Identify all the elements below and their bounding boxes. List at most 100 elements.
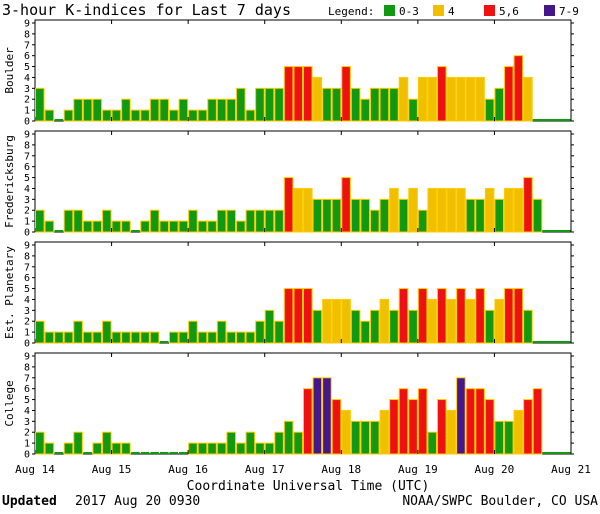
bar	[322, 198, 332, 233]
y-tick-label: 6	[24, 384, 30, 395]
bar	[197, 442, 208, 455]
bar	[216, 320, 227, 344]
bar	[322, 87, 332, 122]
legend-entry-1: 4	[448, 5, 455, 18]
y-tick-label: 3	[24, 195, 30, 206]
bar	[437, 187, 447, 233]
bar	[312, 309, 323, 344]
bar	[274, 209, 284, 233]
y-tick-label: 5	[24, 284, 30, 295]
bar	[379, 198, 390, 233]
bar	[159, 341, 169, 343]
bar	[494, 420, 504, 455]
bar	[484, 187, 495, 233]
bar	[188, 109, 198, 122]
bar	[207, 98, 217, 122]
bar	[197, 109, 208, 122]
bar	[475, 76, 485, 122]
legend-swatch-3	[544, 5, 555, 16]
bar	[379, 298, 390, 344]
bar	[150, 452, 159, 454]
bar	[494, 198, 504, 233]
bar	[523, 76, 533, 122]
x-tick-label: Aug 14	[15, 463, 55, 476]
bar	[264, 87, 275, 122]
bar	[216, 98, 227, 122]
bar	[417, 209, 428, 233]
bar	[236, 220, 246, 233]
bar	[121, 442, 131, 455]
bar	[523, 177, 533, 233]
bar	[293, 288, 303, 344]
x-tick-label: Aug 15	[92, 463, 132, 476]
y-tick-label: 5	[24, 62, 30, 73]
bar	[427, 298, 437, 344]
bar	[350, 309, 361, 344]
y-tick-label: 1	[24, 217, 30, 228]
bar	[179, 452, 188, 454]
bar	[131, 230, 140, 232]
bar	[379, 87, 390, 122]
bar	[121, 220, 131, 233]
legend-entry-0: 0-3	[399, 5, 419, 18]
bar	[322, 298, 332, 344]
bar	[504, 187, 514, 233]
bar	[245, 209, 256, 233]
bar	[130, 331, 141, 344]
y-tick-label: 2	[24, 428, 30, 439]
bar	[44, 331, 55, 344]
y-tick-label: 1	[24, 328, 30, 339]
bar	[303, 187, 313, 233]
bar	[82, 98, 93, 122]
y-tick-label: 2	[24, 206, 30, 217]
bar	[102, 109, 112, 122]
legend-entry-2: 5,6	[499, 5, 519, 18]
bar	[465, 388, 476, 455]
bar	[207, 220, 217, 233]
bar	[360, 320, 370, 344]
panel-label: College	[3, 380, 16, 426]
bar	[322, 377, 332, 455]
bar	[121, 98, 131, 122]
bar	[169, 220, 179, 233]
x-tick-label: Aug 20	[475, 463, 515, 476]
bar	[437, 288, 447, 344]
bar	[169, 331, 179, 344]
y-tick-label: 2	[24, 95, 30, 106]
bar	[197, 220, 208, 233]
bar	[408, 399, 418, 455]
bar	[504, 288, 514, 344]
bar	[102, 209, 112, 233]
y-tick-label: 0	[24, 339, 30, 350]
bar	[484, 399, 495, 455]
bar	[523, 399, 533, 455]
bar	[169, 109, 179, 122]
baseline-fill	[532, 341, 571, 343]
y-tick-label: 4	[24, 73, 30, 84]
bar	[149, 98, 160, 122]
bar	[264, 442, 275, 455]
bar	[446, 409, 457, 455]
bar	[513, 55, 524, 122]
bar	[360, 98, 370, 122]
x-axis-label: Coordinate Universal Time (UTC)	[187, 479, 430, 494]
bar	[437, 66, 447, 122]
bar	[207, 442, 217, 455]
bar	[159, 98, 170, 122]
bar	[140, 109, 150, 122]
updated-label: Updated	[2, 494, 57, 509]
bar	[341, 66, 351, 122]
bar	[494, 298, 504, 344]
bar	[370, 309, 380, 344]
bar	[140, 220, 150, 233]
bar	[63, 209, 74, 233]
bar	[159, 220, 170, 233]
bar	[331, 298, 342, 344]
bar	[350, 87, 361, 122]
bar	[331, 198, 342, 233]
baseline-fill	[542, 230, 571, 232]
bar	[216, 209, 227, 233]
legend-swatch-0	[384, 5, 395, 16]
bar	[293, 187, 303, 233]
